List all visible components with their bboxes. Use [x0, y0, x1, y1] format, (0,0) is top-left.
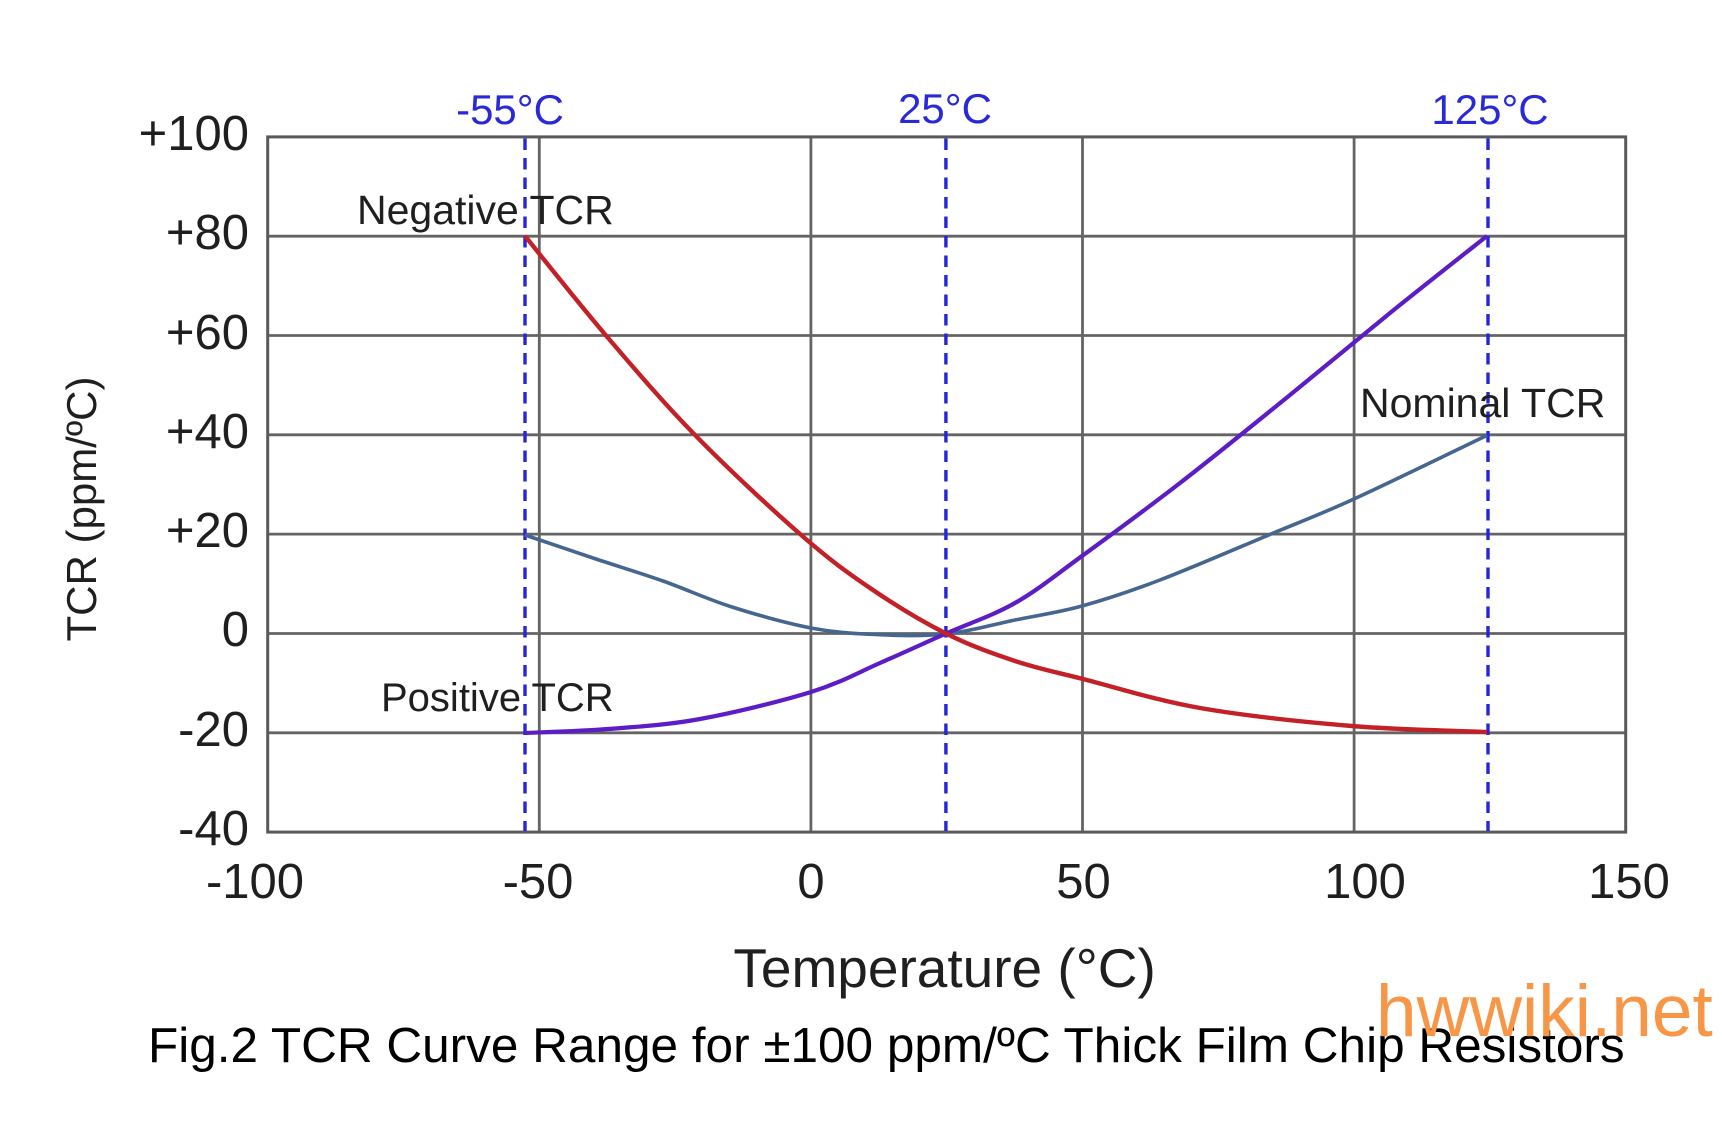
svg-text:0: 0 [797, 855, 824, 909]
svg-text:+100: +100 [139, 107, 249, 161]
svg-text:0: 0 [222, 603, 249, 657]
svg-text:150: 150 [1588, 855, 1670, 909]
svg-text:-100: -100 [206, 855, 304, 909]
svg-text:Negative TCR: Negative TCR [357, 187, 614, 233]
svg-text:-55°C: -55°C [456, 86, 564, 133]
svg-text:+80: +80 [166, 206, 249, 260]
svg-text:Nominal TCR: Nominal TCR [1360, 380, 1605, 426]
svg-text:+40: +40 [166, 405, 249, 459]
svg-text:-20: -20 [178, 703, 249, 757]
svg-text:+60: +60 [166, 306, 249, 360]
svg-text:TCR (ppm/ºC): TCR (ppm/ºC) [58, 376, 105, 641]
svg-text:25°C: 25°C [898, 85, 992, 132]
svg-text:50: 50 [1056, 855, 1111, 909]
svg-text:Temperature (°C): Temperature (°C) [733, 937, 1155, 999]
svg-text:Positive TCR: Positive TCR [381, 676, 614, 720]
svg-text:Fig.2 TCR Curve Range for ±100: Fig.2 TCR Curve Range for ±100 ppm/ºC Th… [148, 1018, 1625, 1073]
svg-text:100: 100 [1324, 855, 1406, 909]
svg-text:+20: +20 [166, 504, 249, 558]
svg-text:-40: -40 [178, 802, 249, 856]
svg-text:-50: -50 [503, 855, 574, 909]
svg-text:125°C: 125°C [1431, 86, 1548, 133]
svg-text:hwwiki.net: hwwiki.net [1376, 971, 1713, 1052]
